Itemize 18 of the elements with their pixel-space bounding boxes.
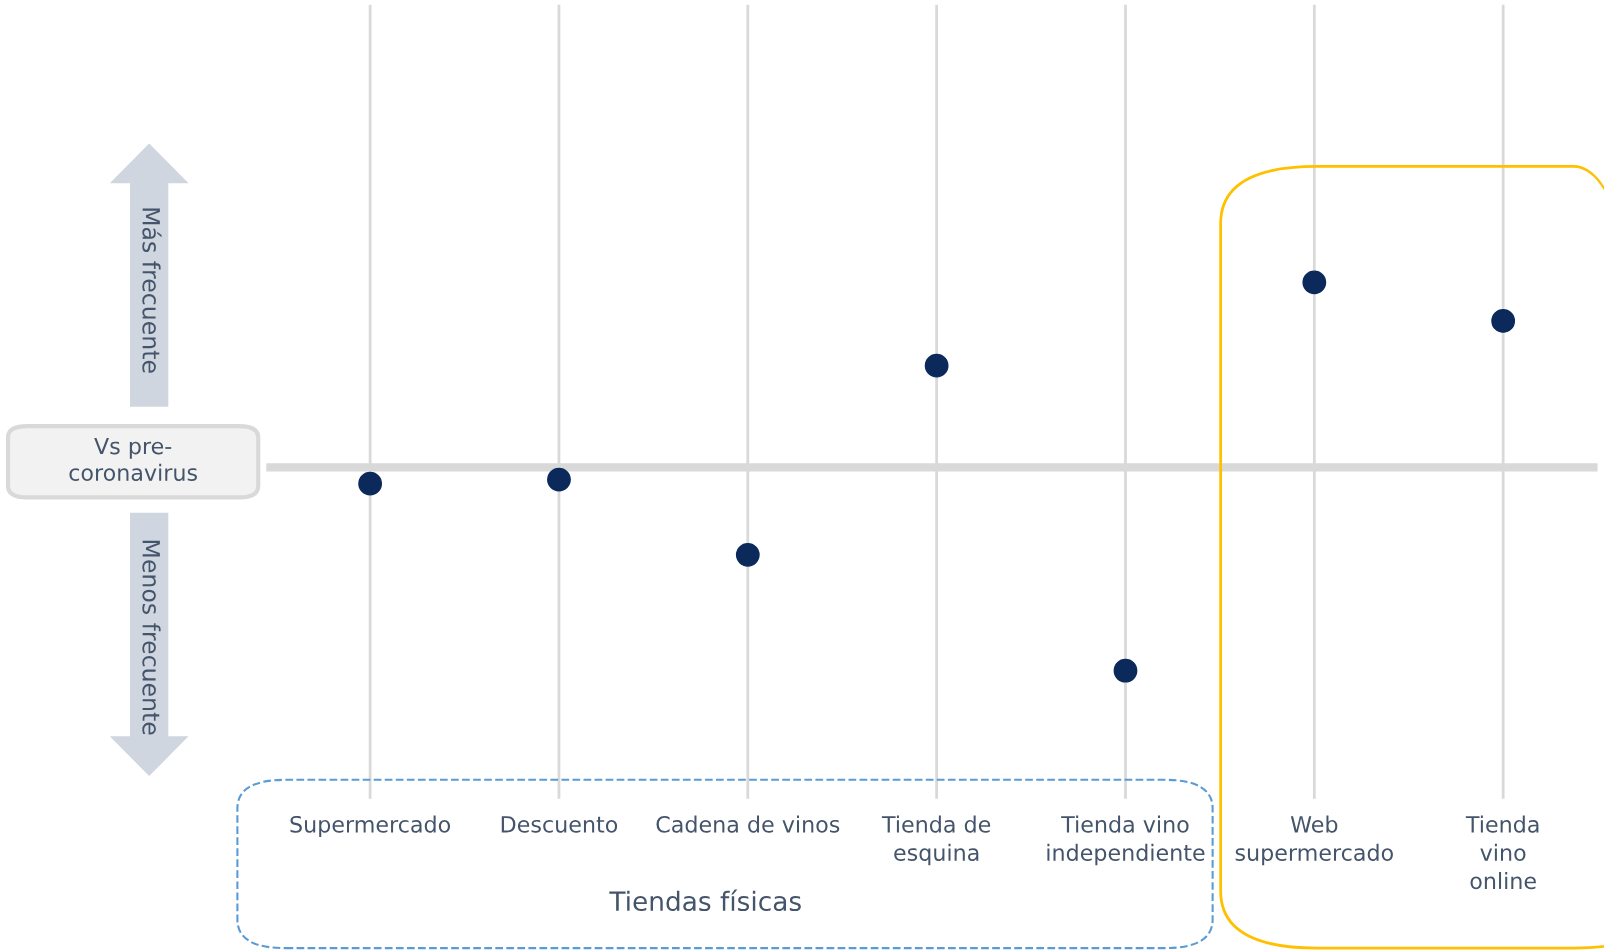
x-tick-label: Web supermercado (1235, 815, 1393, 866)
text: Vs pre- coronavirus (69, 437, 197, 481)
point (547, 467, 571, 492)
x-tick-label: Tienda vino online (1465, 815, 1539, 890)
point (735, 542, 760, 567)
text: Más frecuente (142, 208, 162, 373)
x-tick-label: Descuento (501, 816, 618, 833)
point (1302, 270, 1327, 295)
point (358, 471, 383, 496)
x-tick-label: Supermercado (290, 815, 451, 838)
x-tick-label: Tienda de esquina (881, 815, 991, 866)
x-tick-label: Cadena de vinos (656, 815, 840, 833)
point (924, 353, 949, 378)
text: Menos frecuente (142, 540, 161, 735)
text: Tiendas físicas (609, 889, 801, 912)
point (1491, 309, 1516, 333)
x-tick-label: Tienda vino independiente (1047, 815, 1205, 866)
point (1113, 658, 1138, 683)
